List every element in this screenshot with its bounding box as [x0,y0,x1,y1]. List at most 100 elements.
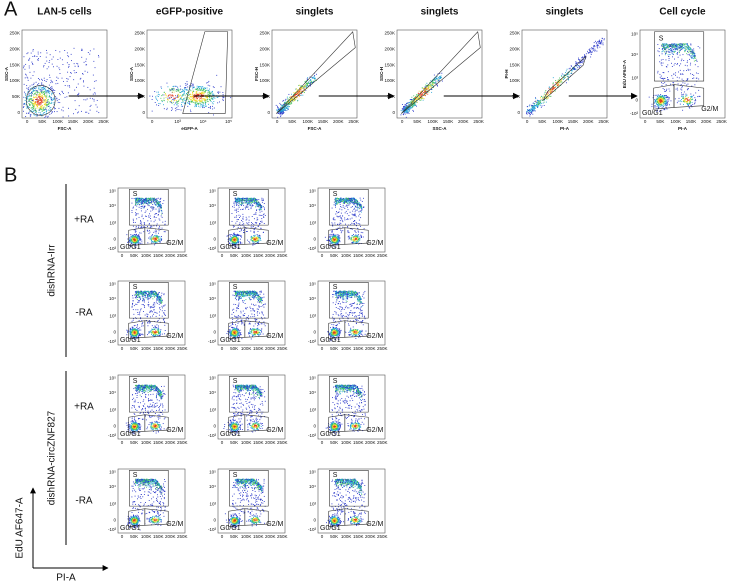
event-dot [236,235,237,237]
event-dot [676,76,678,78]
event-dot [416,94,417,96]
event-dot [603,38,605,40]
event-dot [587,52,589,53]
event-dot [205,101,207,103]
event-dot [149,213,151,215]
event-dot [217,96,219,98]
event-dot [159,225,161,227]
event-dot [682,80,684,81]
event-dot [77,65,79,67]
event-dot [290,99,292,101]
event-dot [28,107,30,109]
event-dot [531,110,533,112]
gate [129,188,169,226]
event-dot [159,240,161,241]
event-dot [689,69,691,71]
event-dot [178,100,180,102]
event-dot [171,99,173,101]
event-dot [660,62,662,64]
event-dot [24,102,26,104]
event-dot [669,48,671,50]
event-dot [155,96,156,98]
event-dot [227,235,229,237]
event-dot [43,109,45,111]
event-dot [48,90,50,92]
event-dot [658,51,660,53]
x-tick-label: 0 [526,119,529,124]
event-dot [202,107,204,109]
event-dot [574,69,576,71]
event-dot [688,49,690,51]
event-dot [133,241,135,243]
event-dot [691,54,693,56]
event-dot [562,77,564,79]
event-dot [659,76,661,78]
event-dot [406,110,407,112]
event-dot [671,66,673,67]
event-dot [135,201,137,203]
event-dot [294,99,296,101]
event-dot [131,235,133,237]
event-dot [140,220,142,222]
event-dot [159,205,161,207]
event-dot [662,46,664,48]
event-dot [533,105,535,107]
event-dot [412,102,414,104]
event-dot [241,202,243,204]
event-dot [687,104,689,106]
event-dot [47,115,49,117]
event-dot [183,93,185,95]
event-dot [667,46,669,48]
event-dot [204,91,206,92]
event-dot [53,106,55,108]
event-dot [40,108,42,110]
event-dot [26,101,28,103]
event-dot [690,98,692,100]
event-dot [436,77,438,79]
event-dot [149,236,151,238]
event-dot [155,235,156,237]
event-dot [184,91,185,93]
event-dot [35,103,36,105]
event-dot [680,43,682,45]
event-dot [44,88,46,90]
event-dot [41,82,43,84]
event-dot [136,239,138,241]
event-dot [149,200,151,202]
event-dot [308,83,310,85]
event-dot [29,93,31,94]
event-dot [140,227,142,229]
event-dot [551,90,553,92]
event-dot [421,98,423,99]
event-dot [202,101,203,103]
event-dot [27,79,29,81]
event-dot [93,100,95,102]
event-dot [46,103,48,105]
event-dot [537,104,539,105]
event-dot [424,94,426,96]
event-dot [672,82,674,84]
event-dot [173,89,175,91]
event-dot [27,52,29,54]
event-dot [309,82,311,84]
event-dot [531,106,533,108]
event-dot [660,105,662,107]
event-dot [41,111,43,112]
event-dot [155,204,156,206]
event-dot [32,104,34,106]
event-dot [203,89,205,91]
event-dot [526,106,528,107]
event-dot [149,202,151,203]
event-dot [671,45,673,47]
event-dot [554,87,556,88]
event-dot [295,88,297,90]
event-dot [199,101,201,103]
event-dot [691,54,693,56]
event-dot [28,89,30,91]
event-dot [150,220,152,222]
event-dot [29,114,31,116]
event-dot [195,101,197,103]
event-dot [175,97,176,99]
event-dot [51,88,53,90]
